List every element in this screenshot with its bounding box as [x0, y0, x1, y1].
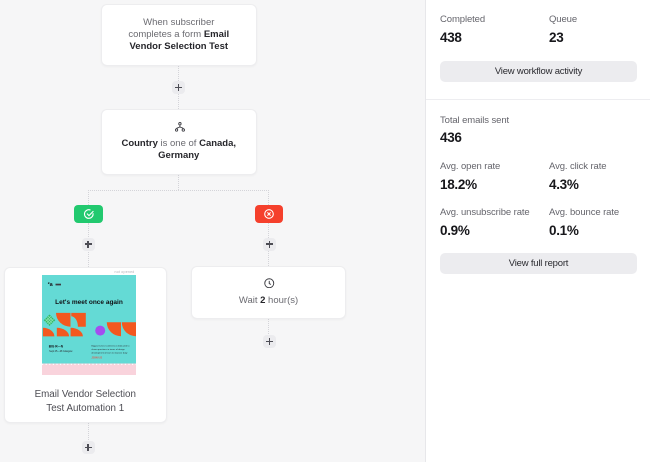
svg-text:BIG R—N: BIG R—N — [48, 344, 63, 348]
svg-text:share questions in terms of de: share questions in terms of design — [91, 347, 125, 350]
svg-text:²a: ²a — [47, 281, 53, 288]
svg-text:JOIN US: JOIN US — [91, 355, 102, 359]
svg-text:Biggest & best conference dedi: Biggest & best conference dedicated to — [91, 344, 130, 347]
svg-text:development & learn to improve: development & learn to improve daily — [91, 351, 128, 354]
svg-text:Let's meet once again: Let's meet once again — [55, 299, 123, 306]
svg-text:Sept 25—28 Glasgow: Sept 25—28 Glasgow — [49, 349, 73, 352]
